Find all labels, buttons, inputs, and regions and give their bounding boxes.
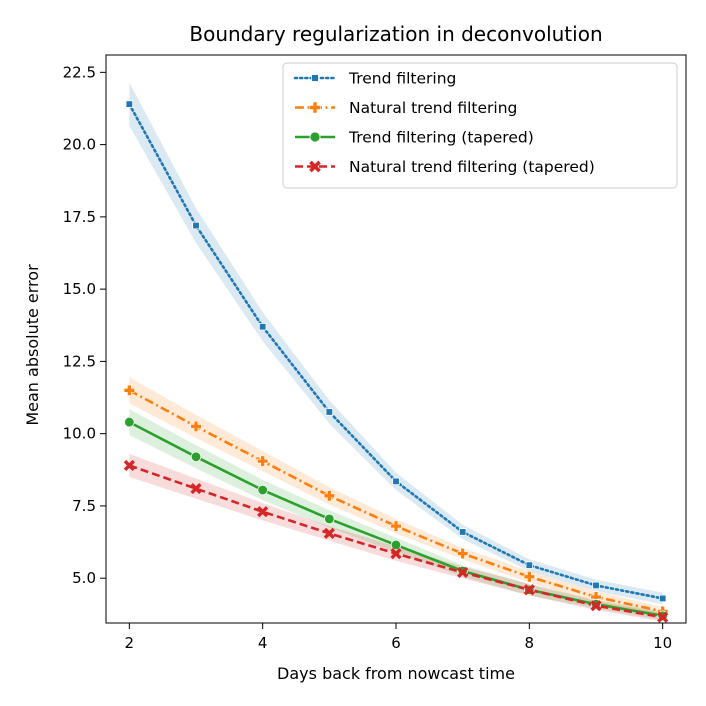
marker-series-4-point-8: [590, 600, 602, 612]
marker-series-4-point-6: [457, 566, 469, 579]
x-tick-label: 2: [125, 634, 135, 652]
legend: Trend filtering Natural trend filtering Tr…: [282, 62, 678, 189]
line-series-2: [128, 389, 663, 613]
marker-series-1-point-5: [392, 477, 400, 486]
legend-label-series-1: Trend filtering: [348, 70, 456, 88]
marker-series-1-point-4: [325, 408, 334, 416]
marker-series-2-point-5: [390, 520, 402, 532]
marker-series-1-point-3: [258, 323, 267, 331]
marker-series-4-point-5: [390, 548, 402, 560]
legend-marker-series-1: [311, 74, 319, 82]
x-tick-label: 4: [258, 634, 268, 652]
y-tick-label: 10.0: [63, 425, 96, 443]
marker-series-1-point-2: [192, 221, 200, 230]
marker-series-2-point-7: [523, 571, 535, 583]
marker-series-4-point-4: [323, 527, 335, 539]
marker-series-3-point-4: [324, 513, 335, 525]
legend-marker-series-2: [309, 101, 321, 114]
x-axis-label: Days back from nowcast time: [277, 664, 515, 683]
x-tick-label: 8: [525, 634, 535, 652]
x-axis: 2 4 6 8 10: [125, 623, 672, 652]
marker-series-1-point-7: [525, 561, 534, 569]
marker-series-3-point-5: [390, 539, 402, 551]
marker-series-2-point-2: [190, 420, 202, 433]
y-tick-label: 22.5: [63, 63, 96, 81]
y-tick-label: 12.5: [63, 352, 96, 370]
confidence-bands: [129, 82, 663, 622]
legend-marker-series-4: [309, 160, 321, 173]
marker-series-3-point-3: [257, 484, 268, 496]
marker-series-1-point-6: [458, 528, 467, 536]
legend-marker-series-3: [309, 131, 321, 143]
marker-series-1-point-8: [592, 581, 600, 590]
marker-series-4-point-1: [123, 459, 135, 472]
legend-box: [282, 62, 678, 189]
marker-series-4-point-2: [190, 482, 202, 495]
series-markers: [123, 100, 669, 623]
y-tick-label: 17.5: [63, 208, 96, 226]
x-tick-label: 6: [391, 634, 401, 652]
marker-series-3-point-1: [124, 416, 135, 428]
marker-series-2-point-4: [323, 490, 335, 502]
legend-label-series-3: Trend filtering (tapered): [348, 129, 534, 147]
marker-series-4-point-7: [523, 584, 535, 596]
marker-series-2-point-3: [257, 455, 269, 467]
marker-series-1-point-9: [658, 594, 667, 603]
legend-label-series-2: Natural trend filtering: [349, 99, 517, 117]
chart-title: Boundary regularization in deconvolution: [189, 22, 602, 46]
y-axis: 5.0 7.5 10.0 12.5 15.0 17.5 20.0 22.5: [63, 63, 106, 587]
marker-series-2-point-1: [123, 384, 135, 396]
y-tick-label: 5.0: [72, 569, 96, 587]
band-series-4: [129, 453, 663, 622]
marker-series-4-point-3: [257, 506, 269, 518]
legend-label-series-4: Natural trend filtering (tapered): [349, 158, 595, 176]
y-tick-label: 15.0: [63, 280, 96, 298]
y-axis-label: Mean absolute error: [23, 264, 42, 426]
marker-series-2-point-6: [457, 548, 469, 560]
marker-series-1-point-1: [125, 100, 134, 108]
y-tick-label: 7.5: [72, 497, 96, 515]
marker-series-3-point-2: [190, 451, 202, 463]
y-tick-label: 20.0: [63, 136, 96, 154]
marker-series-4-point-9: [657, 611, 669, 623]
x-tick-label: 10: [653, 634, 672, 652]
